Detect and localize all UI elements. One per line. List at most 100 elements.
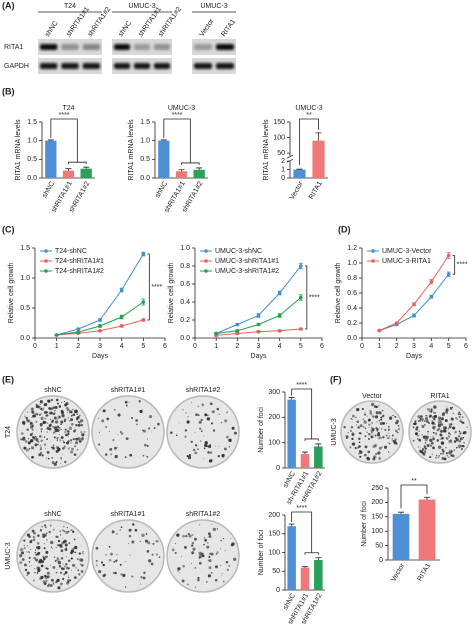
x-tick-label: shNC (41, 180, 56, 199)
colony (56, 557, 59, 560)
colony (46, 414, 49, 417)
colony (155, 553, 159, 556)
colony (69, 447, 71, 449)
colony (446, 406, 448, 408)
colony (204, 443, 208, 448)
colony (351, 414, 355, 418)
colony (182, 534, 185, 538)
point (119, 315, 124, 319)
colony (40, 439, 43, 442)
colony (46, 399, 51, 403)
panel-label: (C) (2, 224, 15, 234)
colony (368, 438, 370, 440)
point (119, 288, 124, 292)
colony (74, 551, 76, 554)
x-tick-label: 3 (412, 343, 416, 350)
colony (74, 445, 76, 448)
colony (218, 413, 220, 415)
colony (116, 446, 118, 448)
colony (441, 413, 445, 417)
blot-band (40, 44, 58, 50)
colony (49, 524, 52, 527)
colony (359, 455, 362, 458)
colony (117, 434, 119, 436)
colony (32, 538, 36, 542)
colony (458, 411, 461, 414)
colony (224, 419, 228, 423)
colony (418, 435, 420, 437)
panel-label: (A) (2, 0, 15, 10)
colony (32, 414, 35, 418)
colony (80, 437, 84, 441)
colony (440, 452, 442, 455)
colony (455, 446, 458, 449)
colony (361, 407, 364, 410)
colony (55, 461, 58, 463)
x-axis-label: Days (92, 353, 108, 360)
y-tick-label: 0.8 (180, 263, 190, 270)
colony (45, 457, 47, 459)
colony (421, 420, 423, 422)
colony (104, 453, 108, 456)
colony (151, 553, 154, 556)
colony (191, 401, 193, 403)
y-tick-label: 1.0 (347, 260, 357, 267)
colony (191, 533, 194, 536)
colony (62, 447, 65, 450)
colony (225, 561, 229, 564)
colony (382, 422, 385, 425)
colony (56, 579, 59, 583)
colony (79, 440, 81, 443)
annotation: ** (306, 112, 312, 119)
colony (59, 433, 61, 435)
colony (197, 578, 200, 582)
colony (31, 565, 33, 567)
colony (33, 531, 36, 535)
error-bar (302, 451, 308, 455)
colony (460, 418, 462, 420)
colony (57, 544, 60, 547)
legend-marker (371, 249, 375, 253)
colony (71, 563, 76, 568)
colony (375, 406, 377, 408)
y-tick-label: 150 (371, 514, 383, 521)
colony (428, 415, 432, 418)
colony (53, 556, 56, 558)
blot-band (82, 63, 100, 69)
colony (208, 555, 211, 559)
colony (70, 442, 72, 444)
colony (74, 409, 78, 414)
colony (210, 571, 213, 574)
colony (37, 443, 39, 446)
colony (188, 454, 192, 457)
colony (228, 446, 231, 448)
error-bar (160, 139, 167, 141)
colony (27, 438, 30, 440)
colony (35, 546, 38, 549)
colony (451, 406, 454, 409)
colony (394, 415, 397, 418)
colony (194, 566, 197, 569)
colony (26, 428, 29, 431)
colony (437, 445, 442, 449)
error-bar (288, 397, 295, 400)
colony (26, 574, 29, 577)
colony (35, 553, 38, 556)
y-tick-label: 0.2 (180, 317, 190, 324)
colony (45, 579, 48, 582)
colony (451, 454, 455, 458)
y-axis-label: Relative cell growth (335, 263, 342, 324)
colony (368, 423, 371, 426)
colony (387, 436, 390, 440)
colony (431, 441, 434, 445)
colony (445, 408, 449, 412)
point (141, 252, 146, 256)
colony (73, 576, 77, 580)
y-tick-label: 0.5 (140, 156, 150, 163)
colony (416, 426, 419, 429)
colony (372, 457, 376, 461)
colony (66, 527, 68, 529)
colony (358, 453, 360, 455)
colony (72, 437, 75, 441)
colony (53, 426, 57, 430)
